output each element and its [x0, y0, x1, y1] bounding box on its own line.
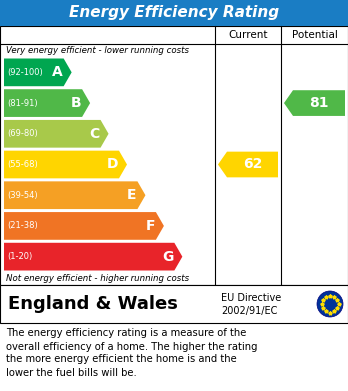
Text: G: G [162, 249, 173, 264]
Text: B: B [71, 96, 81, 110]
Polygon shape [4, 181, 145, 209]
Text: E: E [127, 188, 136, 202]
Text: 62: 62 [243, 158, 262, 172]
Text: Very energy efficient - lower running costs: Very energy efficient - lower running co… [6, 46, 189, 55]
Text: Not energy efficient - higher running costs: Not energy efficient - higher running co… [6, 274, 189, 283]
Text: F: F [145, 219, 155, 233]
Text: (39-54): (39-54) [7, 191, 38, 200]
Bar [0, 0, 348, 26]
Polygon shape [284, 90, 345, 116]
Text: (55-68): (55-68) [7, 160, 38, 169]
Polygon shape [218, 152, 278, 178]
Text: 2002/91/EC: 2002/91/EC [221, 306, 277, 316]
Polygon shape [4, 243, 182, 271]
Polygon shape [4, 59, 72, 86]
Text: 81: 81 [309, 96, 329, 110]
Polygon shape [4, 151, 127, 178]
Text: (21-38): (21-38) [7, 221, 38, 230]
Bar [0, 285, 348, 323]
Bar [0, 26, 348, 285]
Text: Energy Efficiency Rating: Energy Efficiency Rating [69, 5, 279, 20]
Text: overall efficiency of a home. The higher the rating: overall efficiency of a home. The higher… [6, 341, 258, 352]
Text: Current: Current [228, 30, 268, 40]
Polygon shape [4, 120, 109, 148]
Text: Potential: Potential [292, 30, 338, 40]
Text: (1-20): (1-20) [7, 252, 32, 261]
Text: England & Wales: England & Wales [8, 295, 178, 313]
Text: The energy efficiency rating is a measure of the: The energy efficiency rating is a measur… [6, 328, 246, 339]
Text: C: C [89, 127, 100, 141]
Text: (81-91): (81-91) [7, 99, 38, 108]
Text: (92-100): (92-100) [7, 68, 43, 77]
Text: (69-80): (69-80) [7, 129, 38, 138]
Text: the more energy efficient the home is and the: the more energy efficient the home is an… [6, 355, 237, 364]
Text: lower the fuel bills will be.: lower the fuel bills will be. [6, 368, 137, 377]
Circle shape [317, 291, 343, 317]
Polygon shape [4, 212, 164, 240]
Text: EU Directive: EU Directive [221, 293, 281, 303]
Polygon shape [4, 89, 90, 117]
Text: A: A [52, 65, 63, 79]
Text: D: D [106, 158, 118, 172]
